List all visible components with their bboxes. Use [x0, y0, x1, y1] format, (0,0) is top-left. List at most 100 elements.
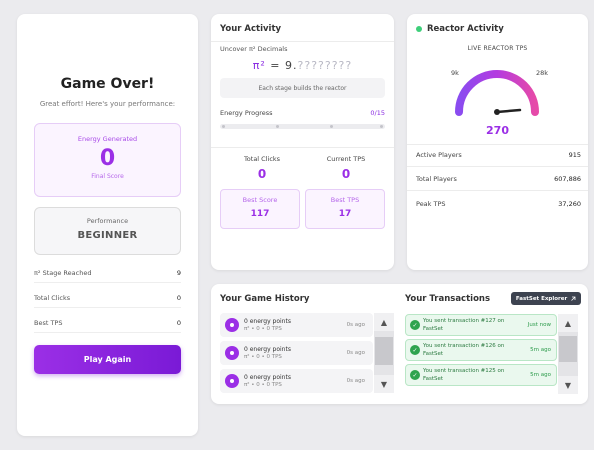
row-value: 607,886	[554, 175, 581, 183]
live-status-icon	[416, 26, 422, 32]
progress-tick	[276, 125, 279, 128]
transaction-time: 5m ago	[530, 372, 551, 378]
pi-decimals-display: π² = 9.????????	[211, 59, 394, 72]
transactions-title: Your Transactions	[405, 294, 491, 304]
gauge-value: 270	[486, 124, 509, 137]
explorer-label: FastSet Explorer	[515, 295, 568, 302]
transaction-time: Just now	[527, 322, 551, 328]
history-transactions-card: Your Game History Your Transactions Fast…	[211, 284, 588, 404]
external-link-icon	[571, 296, 576, 301]
game-history-title: Your Game History	[220, 294, 310, 304]
history-details: π² • 0 • 0 TPS	[244, 354, 282, 360]
scroll-up-arrow-icon[interactable]: ▲	[374, 313, 394, 331]
history-item[interactable]: 0 energy points π² • 0 • 0 TPS 0s ago	[220, 341, 373, 365]
best-tps-label: Best TPS	[330, 196, 360, 204]
best-score-label: Best Score	[242, 196, 278, 204]
divider	[407, 166, 588, 167]
history-time: 0s ago	[346, 350, 365, 356]
history-time: 0s ago	[346, 322, 365, 328]
progress-tick	[222, 125, 225, 128]
transaction-item[interactable]: ✓ You sent transaction #125 on FastSet 5…	[405, 364, 557, 386]
gauge-needle	[495, 108, 522, 114]
check-icon: ✓	[410, 320, 420, 330]
history-energy: 0 energy points	[244, 374, 291, 381]
stage-note: Each stage builds the reactor	[220, 78, 385, 98]
check-icon: ✓	[410, 370, 420, 380]
transaction-text: You sent transaction #127 on	[423, 318, 505, 324]
stat-row-clicks: Total Clicks 0	[34, 288, 181, 308]
row-value: 915	[568, 151, 581, 159]
energy-generated-label: Energy Generated	[77, 135, 138, 143]
current-tps-label: Current TPS	[326, 155, 366, 163]
row-label: Active Players	[416, 151, 462, 159]
reactor-card: Reactor Activity LIVE REACTOR TPS 9k 28k…	[407, 14, 588, 270]
history-scroll-thumb[interactable]	[375, 337, 393, 365]
transaction-text: You sent transaction #125 on	[423, 368, 505, 374]
energy-progress-bar	[220, 124, 385, 129]
stat-row-best-tps: Best TPS 0	[34, 313, 181, 333]
tps-gauge	[455, 70, 539, 116]
play-again-button[interactable]: Play Again	[34, 345, 181, 374]
transactions-scroll-thumb[interactable]	[559, 336, 577, 362]
current-tps-stat: Current TPS 0	[311, 155, 381, 181]
progress-tick	[330, 125, 333, 128]
energy-generated-box: Energy Generated 0 Final Score	[34, 123, 181, 197]
gauge-max-label: 28k	[536, 69, 549, 77]
pi-hidden-digits: ????????	[297, 59, 353, 72]
pi-known-digits: = 9.	[265, 59, 298, 72]
final-score-label: Final Score	[91, 173, 124, 180]
transaction-network: FastSet	[423, 351, 444, 357]
energy-generated-value: 0	[99, 146, 116, 171]
stat-label: Total Clicks	[34, 293, 71, 302]
stat-value: 0	[176, 293, 181, 302]
history-scrollbar[interactable]: ▲ ▼	[374, 313, 394, 393]
game-over-card: Game Over! Great effort! Here's your per…	[17, 14, 198, 436]
transaction-item[interactable]: ✓ You sent transaction #127 on FastSet J…	[405, 314, 557, 336]
check-icon: ✓	[410, 345, 420, 355]
history-details: π² • 0 • 0 TPS	[244, 382, 282, 388]
stat-label: Best TPS	[34, 318, 63, 327]
fastset-explorer-button[interactable]: FastSet Explorer	[511, 292, 581, 305]
best-tps-box: Best TPS 17	[305, 189, 385, 229]
best-tps-value: 17	[338, 209, 352, 219]
history-item[interactable]: 0 energy points π² • 0 • 0 TPS 0s ago	[220, 313, 373, 337]
energy-icon	[225, 318, 239, 332]
energy-progress-label: Energy Progress	[220, 109, 273, 117]
peak-tps-row: Peak TPS 37,260	[416, 197, 581, 211]
live-reactor-label: LIVE REACTOR TPS	[467, 45, 528, 52]
history-details: π² • 0 • 0 TPS	[244, 326, 282, 332]
scroll-down-arrow-icon[interactable]: ▼	[374, 375, 394, 393]
active-players-row: Active Players 915	[416, 148, 581, 162]
divider	[407, 144, 588, 145]
game-over-title: Game Over!	[60, 76, 155, 92]
game-over-subtitle: Great effort! Here's your performance:	[39, 100, 176, 108]
total-clicks-stat: Total Clicks 0	[227, 155, 297, 181]
total-clicks-label: Total Clicks	[243, 155, 281, 163]
history-item[interactable]: 0 energy points π² • 0 • 0 TPS 0s ago	[220, 369, 373, 393]
divider	[211, 147, 394, 148]
row-label: Total Players	[416, 175, 457, 183]
row-value: 37,260	[558, 200, 581, 208]
scroll-up-arrow-icon[interactable]: ▲	[558, 314, 578, 332]
divider	[211, 41, 394, 42]
total-clicks-value: 0	[257, 167, 267, 181]
history-energy: 0 energy points	[244, 318, 291, 325]
stat-row-stage: π² Stage Reached 9	[34, 263, 181, 283]
history-time: 0s ago	[346, 378, 365, 384]
gauge-min-label: 9k	[451, 69, 459, 77]
gauge-arc	[455, 70, 539, 116]
gauge-pivot	[494, 109, 500, 115]
activity-title: Your Activity	[220, 24, 282, 34]
transactions-scrollbar[interactable]: ▲ ▼	[558, 314, 578, 394]
transaction-network: FastSet	[423, 376, 444, 382]
performance-value: BEGINNER	[77, 230, 138, 241]
performance-label: Performance	[86, 217, 129, 225]
reactor-title: Reactor Activity	[427, 24, 504, 34]
stat-value: 9	[176, 268, 181, 277]
transaction-text: You sent transaction #126 on	[423, 343, 505, 349]
history-energy: 0 energy points	[244, 346, 291, 353]
transaction-item[interactable]: ✓ You sent transaction #126 on FastSet 5…	[405, 339, 557, 361]
row-label: Peak TPS	[416, 200, 446, 208]
best-score-value: 117	[250, 209, 270, 219]
scroll-down-arrow-icon[interactable]: ▼	[558, 376, 578, 394]
